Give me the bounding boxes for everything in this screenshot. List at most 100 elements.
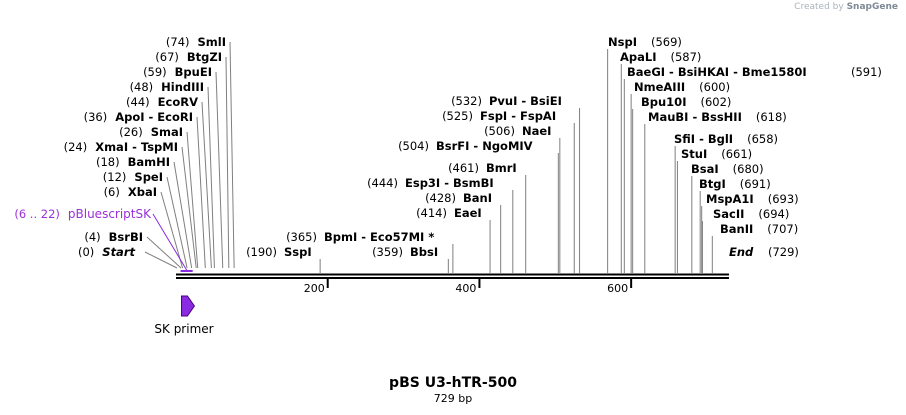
restriction-site-esp3i[interactable]: Esp3I - BsmBI (444) (367, 176, 494, 190)
restriction-site-bsrfi[interactable]: BsrFI - NgoMIV (504) (398, 139, 533, 153)
restriction-site-bmri[interactable]: BmrI (461) (448, 161, 517, 175)
restriction-site-stui[interactable]: StuI (661) (681, 147, 752, 161)
site-name: ApaLI (620, 50, 657, 64)
restriction-site-btgzi[interactable]: BtgZI (67) (155, 50, 222, 64)
site-position: (658) (747, 132, 778, 146)
leader-line (225, 56, 230, 269)
site-position: (4) (84, 230, 100, 244)
site-position: (26) (119, 125, 143, 139)
restriction-site-smli[interactable]: SmlI (74) (166, 35, 226, 49)
site-name: MauBI - BssHII (648, 110, 742, 124)
restriction-site-naei[interactable]: NaeI (506) (484, 124, 551, 138)
site-position: (525) (442, 109, 473, 123)
feature-pbluescriptsk[interactable]: pBluescriptSK (6 .. 22) (14, 207, 152, 221)
site-position: (600) (699, 80, 730, 94)
restriction-site-nmeaiii[interactable]: NmeAIII (600) (634, 80, 730, 94)
restriction-site-end[interactable]: End (729) (729, 245, 799, 259)
site-position: (707) (767, 222, 798, 236)
site-name: Esp3I - BsmBI (405, 176, 494, 190)
site-name: NaeI (522, 124, 551, 138)
plasmid-length: 729 bp (433, 392, 473, 405)
site-name: BsaI (691, 162, 719, 176)
restriction-site-sspi[interactable]: SspI (190) (246, 245, 312, 259)
restriction-site-fspi[interactable]: FspI - FspAI (525) (442, 109, 556, 123)
restriction-site-banii[interactable]: BanII (707) (720, 222, 798, 236)
site-position: (36) (84, 110, 108, 124)
restriction-site-start[interactable]: Start (0) (78, 245, 136, 259)
site-name: FspI - FspAI (480, 109, 556, 123)
site-name: BsrFI - NgoMIV (436, 139, 533, 153)
site-name: SfiI - BglI (674, 132, 733, 146)
credit-prefix: Created by (794, 2, 844, 12)
restriction-site-smai[interactable]: SmaI (26) (119, 125, 183, 139)
site-position: (618) (756, 110, 787, 124)
plasmid-name: pBS U3-hTR-500 (389, 375, 517, 391)
site-position: (12) (103, 170, 127, 184)
site-name: BaeGI - BsiHKAI - Bme1580I (627, 65, 807, 79)
site-name: SmaI (151, 125, 183, 139)
site-position: (0) (78, 245, 94, 259)
restriction-site-hindiii[interactable]: HindIII (48) (130, 80, 204, 94)
tick-label: 400 (455, 282, 476, 295)
leader-line (160, 191, 184, 269)
restriction-site-bpu10i[interactable]: Bpu10I (602) (641, 95, 731, 109)
restriction-site-bsai[interactable]: BsaI (680) (691, 162, 764, 176)
leader-line (196, 116, 206, 269)
site-position: (428) (425, 191, 456, 205)
leader-line (207, 86, 215, 269)
site-name: Start (102, 245, 135, 259)
site-position: (569) (651, 35, 682, 49)
restriction-site-baegi[interactable]: BaeGI - BsiHKAI - Bme1580I (591) (627, 65, 882, 79)
restriction-site-bsrbi[interactable]: BsrBI (4) (84, 230, 143, 244)
site-position: (24) (64, 140, 88, 154)
site-position: (587) (671, 50, 702, 64)
leader-line (201, 101, 212, 269)
restriction-site-bpmi[interactable]: BpmI - Eco57MI * (365) (286, 230, 434, 244)
leader-line (173, 161, 193, 269)
restriction-site-ecorv[interactable]: EcoRV (44) (126, 95, 198, 109)
site-name: BmrI (486, 161, 517, 175)
restriction-site-xmai[interactable]: XmaI - TspMI (24) (64, 140, 178, 154)
leader-line (215, 71, 224, 269)
sk-primer-arrow[interactable] (181, 295, 196, 317)
restriction-site-bbsi[interactable]: BbsI (359) (372, 245, 438, 259)
credit-brand: SnapGene (846, 2, 898, 12)
site-position: (67) (155, 50, 179, 64)
site-name: HindIII (161, 80, 204, 94)
site-position: (18) (96, 155, 120, 169)
restriction-site-bani[interactable]: BanI (428) (425, 191, 492, 205)
site-name: BpuEI (175, 65, 212, 79)
site-position: (680) (733, 162, 764, 176)
site-name: SacII (713, 207, 744, 221)
restriction-site-sacii[interactable]: SacII (694) (713, 207, 789, 221)
restriction-site-maubi[interactable]: MauBI - BssHII (618) (648, 110, 787, 124)
restriction-site-apoi[interactable]: ApoI - EcoRI (36) (84, 110, 193, 124)
site-name: End (729, 245, 754, 259)
snapgene-credit: Created by SnapGene (794, 2, 898, 12)
restriction-site-eaei[interactable]: EaeI (414) (416, 206, 482, 220)
restriction-site-sfii[interactable]: SfiI - BglI (658) (674, 132, 778, 146)
site-name: SmlI (198, 35, 227, 49)
site-name: EaeI (454, 206, 482, 220)
restriction-site-xbai[interactable]: XbaI (6) (104, 185, 157, 199)
site-name: EcoRV (158, 95, 198, 109)
site-name: BanII (720, 222, 753, 236)
site-name: MspA1I (706, 192, 754, 206)
site-name: SspI (284, 245, 312, 259)
restriction-site-mspa1i[interactable]: MspA1I (693) (706, 192, 799, 206)
restriction-site-pvui[interactable]: PvuI - BsiEI (532) (451, 94, 562, 108)
restriction-site-bpuei[interactable]: BpuEI (59) (143, 65, 212, 79)
restriction-site-bamhi[interactable]: BamHI (18) (96, 155, 170, 169)
site-name: NspI (608, 35, 637, 49)
restriction-site-spei[interactable]: SpeI (12) (103, 170, 163, 184)
site-name: Bpu10I (641, 95, 686, 109)
restriction-site-apali[interactable]: ApaLI (587) (620, 50, 701, 64)
leader-line (166, 176, 188, 269)
restriction-site-nspi[interactable]: NspI (569) (608, 35, 682, 49)
restriction-site-btgi[interactable]: BtgI (691) (699, 177, 771, 191)
site-name: BtgZI (187, 50, 222, 64)
site-position: (729) (768, 245, 799, 259)
site-position: (661) (721, 147, 752, 161)
leader-line (146, 236, 182, 269)
